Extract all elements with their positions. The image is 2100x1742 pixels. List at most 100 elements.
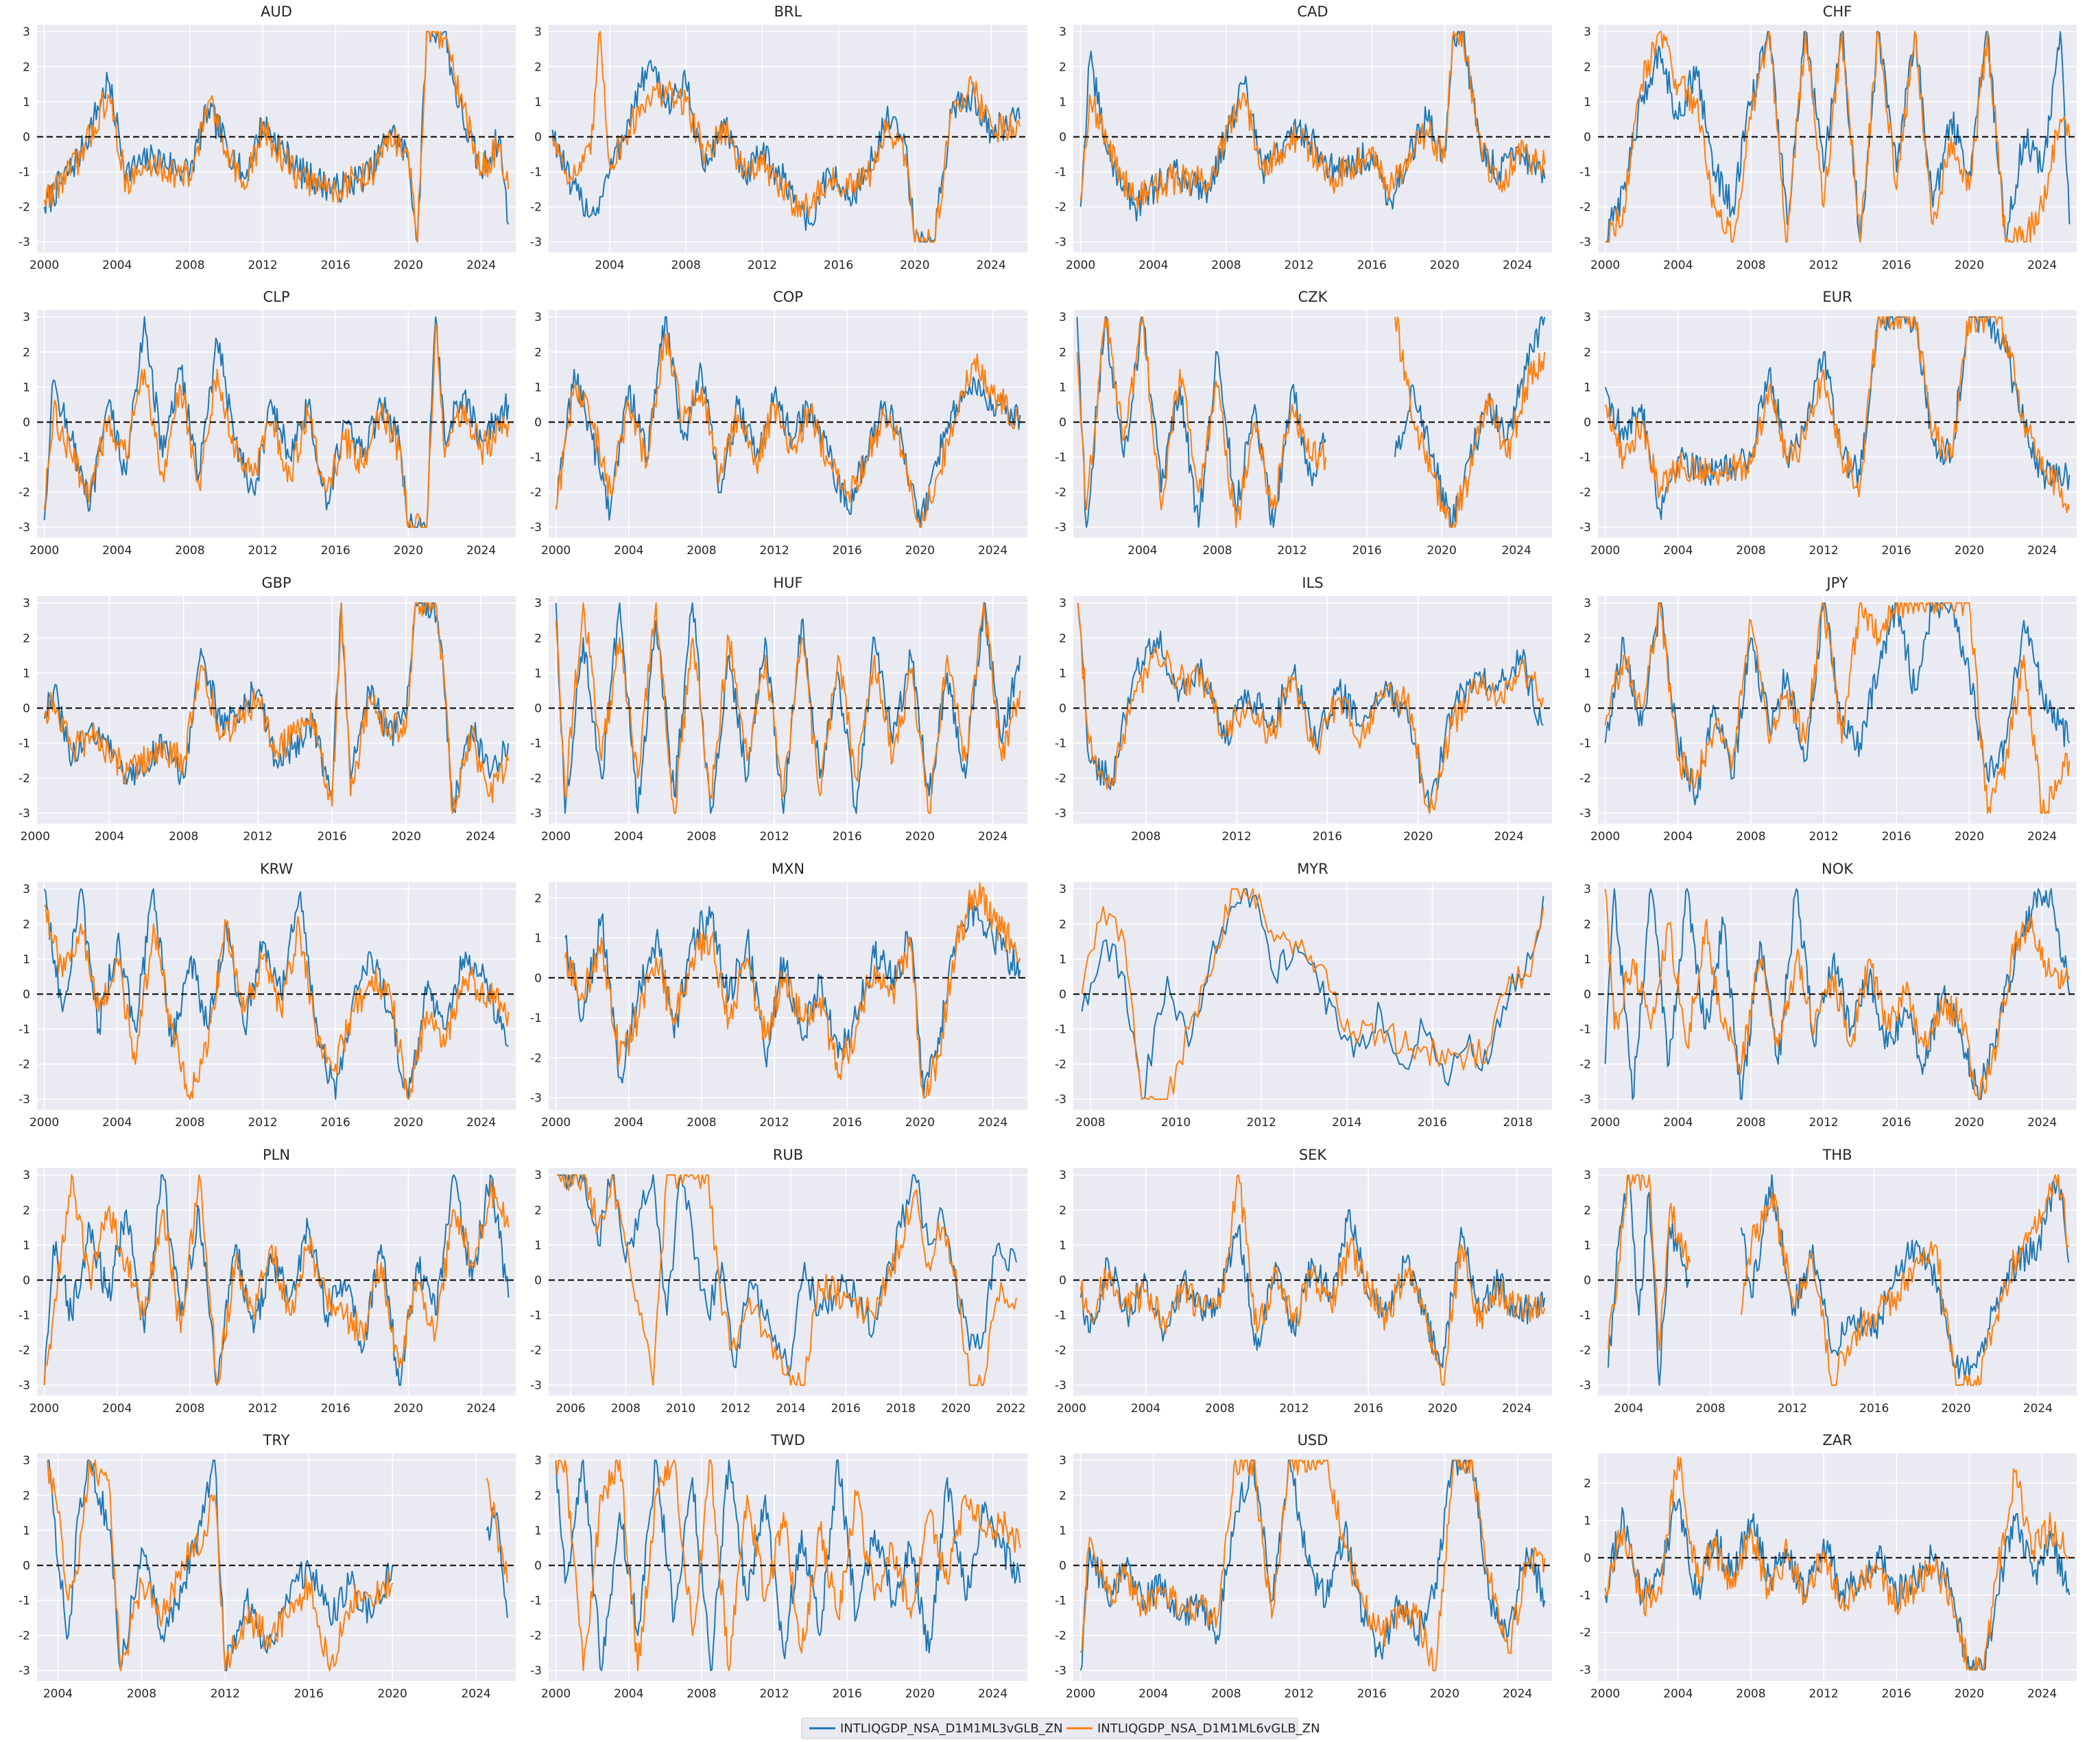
plot-area	[549, 596, 1027, 824]
series-group	[1081, 888, 1544, 1100]
y-tick-label: -3	[19, 521, 30, 535]
series-line-1	[43, 602, 510, 814]
y-tick-label: 3	[23, 597, 30, 610]
x-tick-label: 2024	[1502, 544, 1531, 558]
y-tick-label: 1	[1059, 667, 1066, 680]
panel-pln: PLN -3 -2 -1 0 1 2 3 2000 2004 2008 2012 2016 2020 202…	[19, 1147, 516, 1416]
y-tick-label: 2	[1059, 1489, 1066, 1503]
y-tick-label: -2	[1055, 1058, 1066, 1072]
y-tick-label: -1	[530, 1012, 542, 1025]
x-tick-label: 2008	[175, 1402, 204, 1416]
series-line-2	[1077, 603, 1544, 814]
x-tick-label: 2024	[978, 830, 1007, 844]
y-tick-label: -2	[19, 1058, 30, 1072]
series-group	[1604, 316, 2071, 521]
x-tick-label: 2008	[1736, 1116, 1765, 1130]
x-tick-label: 2012	[1809, 259, 1838, 272]
y-tick-label: -3	[1055, 521, 1066, 535]
series-line-2	[43, 31, 510, 243]
x-tick-label: 2016	[294, 1687, 324, 1701]
x-tick-label: 2012	[1284, 259, 1313, 272]
series-group	[1604, 602, 2071, 814]
y-tick-label: -3	[1579, 521, 1591, 535]
x-tick-label: 2016	[824, 259, 853, 272]
x-tick-label: 2008	[1736, 259, 1765, 272]
panel-title: GBP	[261, 575, 291, 591]
y-tick-label: 2	[534, 1489, 542, 1503]
y-tick-label: 1	[23, 667, 30, 680]
y-tick-label: 0	[534, 1274, 542, 1287]
panel-thb: THB -3 -2 -1 0 1 2 3 2004 2008 2012 2016 2020 2024	[1579, 1147, 2077, 1416]
panel-rub: RUB -3 -2 -1 0 1 2 3 2006 2008 2010 2012 2014 2016 201…	[530, 1147, 1027, 1416]
panel-title: NOK	[1822, 861, 1854, 877]
y-tick-label: 0	[1059, 1559, 1066, 1573]
x-tick-label: 2024	[1503, 259, 1532, 272]
y-tick-label: 3	[534, 1454, 542, 1468]
x-tick-label: 2024	[1502, 1402, 1531, 1416]
series-line-1	[43, 316, 510, 528]
panel-title: MYR	[1297, 861, 1328, 877]
x-tick-label: 2008	[687, 544, 716, 558]
y-tick-label: -3	[530, 236, 542, 250]
series-line-2	[1605, 31, 2071, 243]
x-tick-label: 2016	[833, 1116, 862, 1130]
x-tick-label: 2020	[1955, 544, 1984, 558]
panel-title: TWD	[770, 1432, 805, 1448]
y-tick-label: -1	[1055, 1309, 1066, 1323]
series-group	[557, 1174, 1017, 1386]
y-tick-label: -3	[1579, 1664, 1591, 1678]
y-tick-label: -1	[1579, 1309, 1591, 1323]
x-tick-label: 2016	[318, 830, 347, 844]
series-line-1	[47, 1459, 508, 1671]
x-tick-label: 2020	[1955, 259, 1984, 272]
y-tick-label: -2	[1579, 486, 1591, 500]
y-tick-label: 0	[23, 130, 30, 144]
x-tick-label: 2024	[2027, 544, 2057, 558]
y-tick-label: -1	[1055, 1023, 1066, 1037]
plot-area	[1073, 882, 1552, 1110]
y-tick-label: 2	[23, 918, 30, 931]
x-tick-label: 2004	[1663, 544, 1693, 558]
x-tick-label: 2020	[1955, 1116, 1984, 1130]
panel-title: CAD	[1297, 3, 1328, 20]
y-tick-label: -1	[1579, 1023, 1591, 1037]
y-tick-label: 2	[1584, 1477, 1591, 1491]
y-tick-label: 1	[1059, 381, 1066, 394]
x-tick-label: 2004	[102, 1116, 132, 1130]
y-tick-label: -2	[19, 201, 30, 215]
x-tick-label: 2008	[1736, 544, 1765, 558]
x-tick-label: 2010	[1161, 1116, 1191, 1130]
x-tick-label: 2000	[1066, 259, 1095, 272]
y-tick-label: 3	[534, 1169, 542, 1182]
x-tick-label: 2008	[1736, 1687, 1765, 1701]
x-tick-label: 2020	[905, 1116, 935, 1130]
x-tick-label: 2012	[759, 1687, 789, 1701]
x-tick-label: 2020	[905, 1687, 935, 1701]
x-tick-label: 2020	[1941, 1402, 1970, 1416]
series-line-2	[47, 1459, 508, 1671]
series-line-1	[1079, 1459, 1546, 1671]
x-tick-label: 2012	[1277, 544, 1306, 558]
y-tick-label: 1	[1584, 1239, 1591, 1252]
x-tick-label: 2004	[614, 1116, 643, 1130]
series-line-1	[1079, 31, 1546, 222]
x-tick-label: 2018	[886, 1402, 916, 1416]
y-tick-label: 3	[23, 1454, 30, 1468]
y-tick-label: 2	[1059, 918, 1066, 931]
x-tick-label: 2012	[1809, 544, 1838, 558]
x-tick-label: 2000	[1590, 1687, 1620, 1701]
x-tick-label: 2024	[2027, 259, 2057, 272]
y-tick-label: 0	[23, 1274, 30, 1287]
x-tick-label: 2024	[978, 1116, 1007, 1130]
x-tick-label: 2020	[394, 259, 423, 272]
panel-title: ILS	[1302, 575, 1323, 591]
x-tick-label: 2008	[687, 1687, 716, 1701]
x-tick-label: 2016	[321, 1116, 350, 1130]
x-tick-label: 2024	[2027, 1687, 2057, 1701]
y-tick-label: 1	[1584, 667, 1591, 680]
x-tick-label: 2020	[905, 830, 935, 844]
series-group	[1079, 1174, 1546, 1386]
y-tick-label: -3	[1055, 1379, 1066, 1393]
panel-title: KRW	[260, 861, 294, 877]
x-tick-label: 2016	[1352, 544, 1381, 558]
